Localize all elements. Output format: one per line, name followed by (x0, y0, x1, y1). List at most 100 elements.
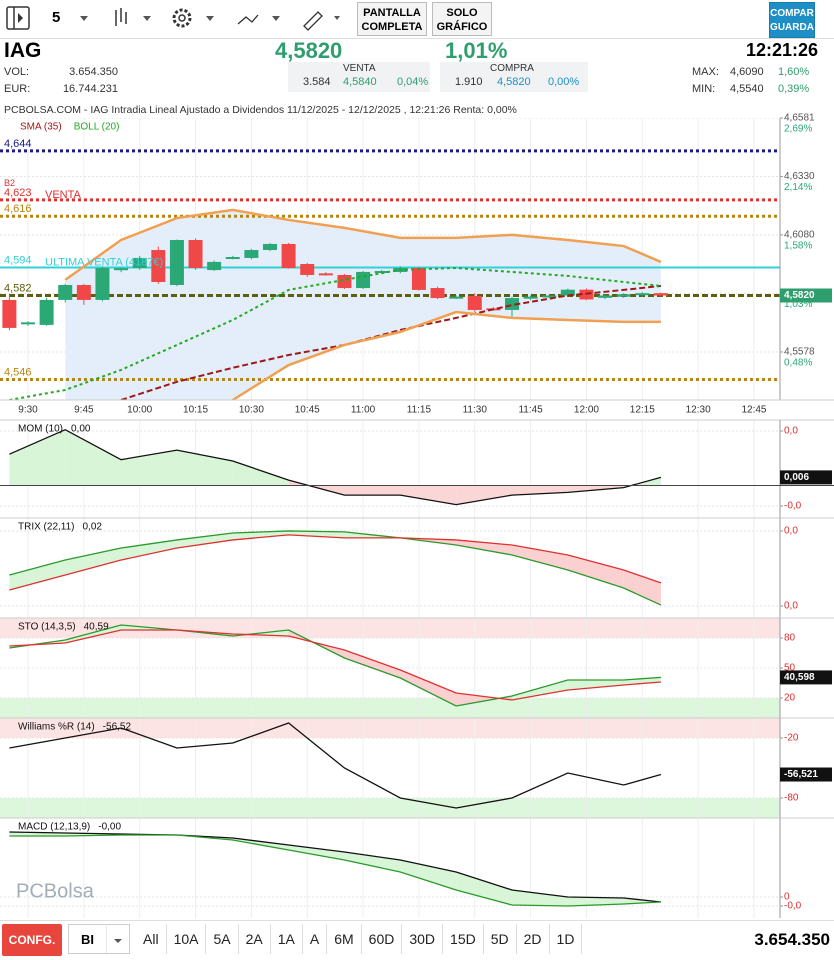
select[interactable]: BI (68, 924, 130, 954)
eur-label: EUR: (4, 83, 31, 95)
x-tick-label: 10:00 (127, 405, 152, 416)
y-tick-label: -0,0 (784, 501, 802, 512)
line-series (9, 624, 661, 707)
candle-body (616, 294, 631, 297)
candle-body (114, 268, 129, 271)
min: 4,5540 (730, 83, 764, 95)
y-tick-label: 4,5578 (784, 347, 815, 358)
area (232, 461, 289, 486)
dropdown-arrow[interactable] (272, 16, 280, 21)
indicator-title: TRIX (22,11) (18, 522, 75, 533)
y-tick-label: 20 (784, 693, 796, 704)
period-button[interactable]: 1D (550, 924, 583, 954)
indicator-title: Williams %R (14) (18, 722, 95, 733)
venta-price: 4,5840 (343, 76, 377, 88)
candles-icon[interactable] (115, 8, 127, 26)
line-series (9, 534, 662, 591)
dropdown-arrow[interactable] (334, 16, 340, 20)
panel (0, 618, 780, 718)
x-tick-label: 11:30 (463, 405, 488, 416)
indicator-title: MACD (12,13,9) (18, 822, 90, 833)
price: 4,5820 (275, 38, 343, 63)
legend-entry: SMA (35) (20, 122, 62, 133)
level-text: ULTIMA VENTA (4187€) (45, 256, 163, 268)
level-text: VENTA (45, 189, 82, 201)
candle-body (411, 267, 426, 290)
area (65, 429, 122, 486)
chart-only-button[interactable]: SOLO GRÁFICO (432, 2, 492, 36)
config-button[interactable]: CONFG. (2, 924, 62, 956)
select-arrow (106, 926, 122, 954)
compra-label: COMPRA (490, 63, 534, 74)
last-value-label: 0,006 (784, 472, 809, 483)
dropdown-arrow[interactable] (80, 16, 88, 21)
y-tick-pct: 0,48% (784, 358, 812, 369)
period-button[interactable]: A (303, 924, 328, 954)
venta-pct: 0,04% (397, 76, 429, 88)
candle-body (653, 293, 668, 296)
dropdown-arrow[interactable] (206, 16, 214, 21)
indicator-title: STO (14,3,5) (18, 622, 76, 633)
x-tick-label: 11:45 (518, 405, 543, 416)
candle-body (39, 299, 54, 325)
period-button[interactable]: 5A (206, 924, 239, 954)
candle-body (560, 289, 575, 296)
area (567, 897, 624, 906)
level-label: 4,546 (4, 366, 32, 378)
candle-body (95, 267, 110, 300)
period-button[interactable]: 6M (327, 924, 362, 954)
y-tick-pct: 2,69% (784, 124, 812, 135)
area (288, 530, 345, 538)
x-tick-label: 10:45 (295, 405, 320, 416)
period-button[interactable]: 2D (517, 924, 550, 954)
band-fill (65, 209, 661, 400)
area (176, 450, 233, 486)
y-tick-label: 0,0 (784, 601, 798, 612)
pencil-icon[interactable] (303, 11, 323, 31)
watermark: PCBolsa (16, 880, 95, 902)
band (0, 618, 780, 638)
period-button[interactable]: 30D (402, 924, 444, 954)
period-button[interactable]: 15D (443, 924, 484, 954)
period-button[interactable]: 2A (239, 924, 271, 954)
period-button[interactable]: 5D (484, 924, 517, 954)
period-button[interactable]: 10A (167, 924, 207, 954)
x-tick-label: 9:30 (18, 405, 38, 416)
band (0, 698, 780, 718)
band (0, 798, 780, 818)
min-label: MIN: (692, 83, 716, 95)
candle-body (542, 295, 557, 298)
band (0, 718, 780, 738)
charts: 4,65812,69%4,63302,14%4,60801,58%4,58291… (0, 104, 834, 918)
candle-body (21, 322, 35, 325)
line-series (9, 834, 661, 907)
time: 12:21:26 (745, 40, 818, 60)
compare-button[interactable]: COMPAR GUARDA (769, 2, 815, 38)
dropdown-arrow[interactable] (143, 16, 151, 21)
period-button[interactable]: 60D (362, 924, 403, 954)
y-tick-label: 0,0 (784, 426, 798, 437)
draw-tools-icon[interactable] (237, 14, 259, 25)
settings-icon[interactable] (172, 8, 192, 28)
y-tick-label: 50 (784, 663, 796, 674)
candle-body (337, 274, 352, 289)
period-button[interactable]: 1A (271, 924, 303, 954)
y-tick-label: -80 (784, 793, 799, 804)
period-button[interactable]: All (136, 924, 167, 954)
area (65, 548, 122, 576)
area (511, 890, 568, 906)
candle-body (598, 295, 613, 298)
indicator-value: -56,52 (103, 722, 132, 733)
candle-body (76, 285, 91, 300)
indicator-value: 0,00 (71, 424, 91, 435)
x-tick-label: 11:00 (351, 405, 376, 416)
interval[interactable]: 5 (52, 9, 61, 26)
save-label: GUARDA (770, 22, 814, 33)
line-series (232, 310, 661, 400)
area (9, 560, 66, 591)
last-value-tag (780, 470, 832, 485)
fullscreen-button[interactable]: PANTALLA COMPLETA (357, 2, 427, 36)
line-series (9, 722, 662, 809)
candle-body (504, 298, 519, 310)
panel-toggle[interactable] (6, 6, 30, 30)
